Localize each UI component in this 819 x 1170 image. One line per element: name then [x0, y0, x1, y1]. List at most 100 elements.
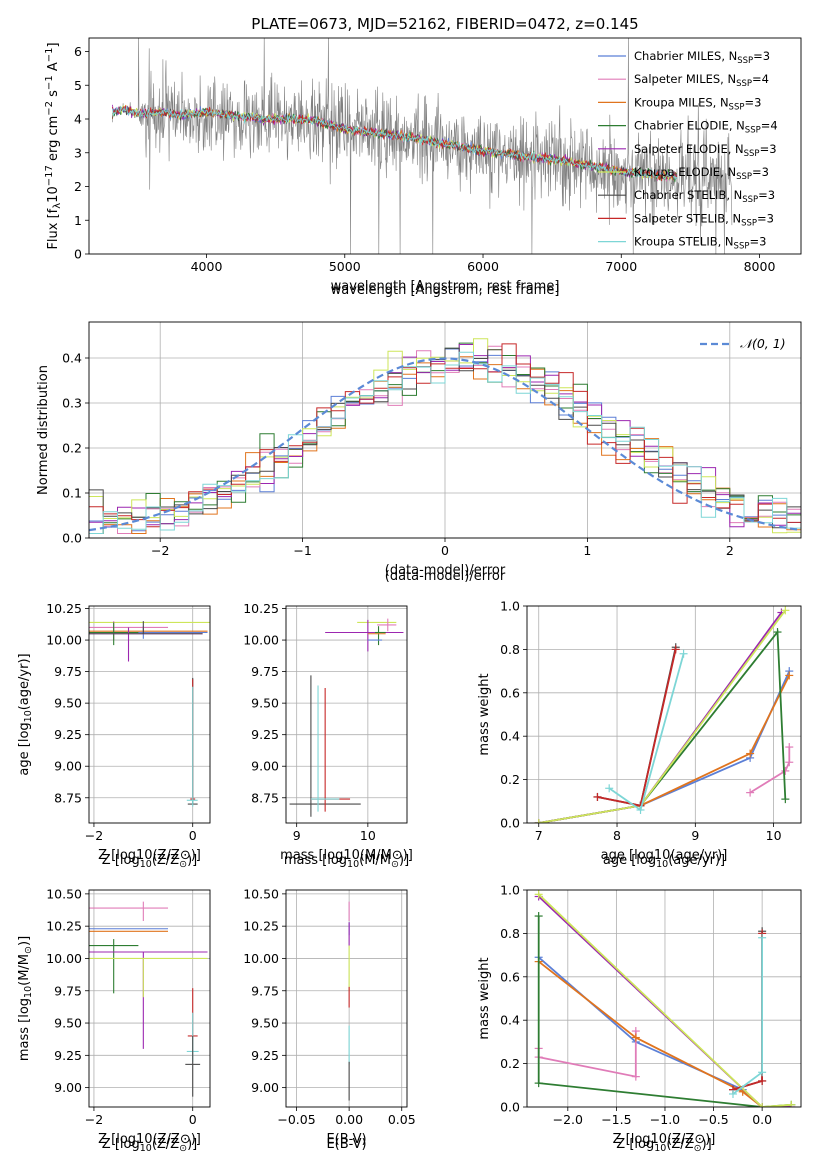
data-point-chabrier-elodie — [773, 628, 782, 637]
y-tick-label: 0.6 — [500, 685, 520, 700]
label-part: Chabrier ELODIE, N — [634, 119, 745, 133]
y-tick-label: 10.00 — [243, 633, 279, 648]
y-tick-label: 0.8 — [500, 642, 520, 657]
label-part: =3 — [760, 142, 777, 156]
plot-area — [112, 38, 733, 254]
label-part: Z/Z — [671, 1137, 693, 1152]
axes-frame — [88, 889, 211, 1108]
label-part: s — [46, 90, 61, 101]
x-axis-label: age [log10(age/yr)] — [601, 848, 728, 863]
plot-area — [89, 338, 801, 534]
x-axis-label: Z [log10(Z/Z⊙)] — [98, 848, 201, 863]
series-line-kroupa-elodie — [538, 893, 792, 1107]
label-part: 10 — [140, 859, 152, 870]
x-tick-label: 2 — [726, 543, 734, 558]
x-axis-label: Z [log10(Z/Z⊙)] — [102, 1137, 197, 1154]
series-line-chabrier-stelib — [732, 931, 763, 1091]
label-part: )] — [17, 936, 32, 946]
x-tick-label: 0 — [189, 828, 197, 843]
label-part: (M/M — [359, 853, 391, 868]
x-tick-label: 0.0 — [752, 1112, 772, 1127]
data-point-salpeter-miles — [785, 758, 794, 767]
data-point-kroupa-elodie — [787, 1100, 796, 1107]
data-point-salpeter-miles — [631, 1072, 640, 1081]
plot-area — [534, 890, 796, 1107]
label-part: ( — [666, 1137, 671, 1152]
x-tick-label: 5000 — [329, 259, 361, 274]
data-point-kroupa-stelib — [758, 1068, 767, 1077]
spectrum-panel: 4000 5000 6000 7000 8000 0 1 2 3 4 5 6 wavelength [A… — [44, 15, 802, 298]
axes-frame — [526, 605, 802, 824]
label-part: 10 — [654, 1143, 666, 1154]
label-part: Z [log — [102, 1137, 140, 1152]
label-part: age [log — [603, 853, 656, 868]
histogram-kroupa-stelib — [89, 351, 801, 534]
x-tick-label: 9 — [293, 828, 301, 843]
residuals-panel: −2 −1 0 1 2 0.0 0.1 0.2 0.3 0.4 (data-model)/error… — [36, 321, 802, 584]
y-tick-label: 9.00 — [251, 1080, 279, 1095]
data-point-kroupa-elodie — [534, 890, 543, 899]
label-part: SSP — [744, 149, 760, 159]
histogram-chabrier-stelib — [89, 347, 801, 529]
y-tick-label: 8.75 — [54, 790, 82, 805]
model-spectrum-salpeter-stelib — [112, 105, 677, 182]
label-part: −17 — [44, 165, 55, 186]
label-part: (age/yr)] — [668, 853, 725, 868]
x-tick-label: 0 — [189, 1112, 197, 1127]
y-tick-label: 0.2 — [500, 772, 520, 787]
x-tick-label: −2 — [85, 1112, 103, 1127]
mass-vs-metallicity-panel: −2 0 9.00 9.25 9.50 9.75 10.00 10.25 10.50 Z [log… — [17, 886, 211, 1154]
legend-entry: Chabrier MILES, NSSP=3 — [634, 49, 770, 66]
label-part: ] — [46, 42, 61, 47]
y-tick-label: 9.75 — [251, 983, 279, 998]
y-tick-label: 0 — [74, 247, 82, 262]
y-tick-label: 9.00 — [251, 759, 279, 774]
y-tick-label: 10.00 — [46, 951, 82, 966]
x-tick-label: 8 — [613, 828, 621, 843]
y-tick-label: 0.4 — [500, 1013, 520, 1028]
plot-area — [289, 618, 404, 817]
label-part: )] — [187, 853, 197, 868]
y-axis-label: Normed distribution — [36, 365, 51, 495]
data-point-chabrier-elodie — [534, 912, 543, 921]
y-tick-label: 9.50 — [54, 1016, 82, 1031]
y-tick-label: 0.8 — [500, 926, 520, 941]
axes-frame — [88, 605, 211, 824]
label-part: =3 — [753, 49, 770, 63]
data-point-kroupa-elodie — [534, 819, 543, 823]
data-point-salpeter-stelib — [758, 1076, 767, 1085]
x-tick-label: 7 — [535, 828, 543, 843]
label-part: SSP — [745, 126, 761, 136]
label-part: Kroupa MILES, N — [634, 95, 729, 109]
series-line-kroupa-stelib — [608, 653, 685, 812]
x-tick-label: 0.05 — [388, 1112, 416, 1127]
y-tick-label: 10.00 — [46, 633, 82, 648]
label-part: −1 — [44, 48, 55, 63]
y-tick-label: 9.50 — [251, 696, 279, 711]
label-part: SSP — [736, 79, 752, 89]
series-line-salpeter-miles — [749, 747, 791, 794]
x-tick-label: 10 — [766, 828, 782, 843]
mass-vs-ebv-panel: −0.05 0.00 0.05 9.00 9.25 9.50 9.75 10.00 10.25 1… — [243, 886, 415, 1152]
label-part: 10 — [140, 1143, 152, 1154]
x-axis-label: Z [log10(Z/Z⊙)] — [98, 1132, 201, 1147]
y-tick-label: 3 — [74, 145, 82, 160]
y-tick-label: 1.0 — [500, 599, 520, 614]
x-tick-label: −0.05 — [277, 1112, 315, 1127]
y-tick-label: 8.75 — [251, 790, 279, 805]
label-part: ⊙ — [694, 1143, 702, 1154]
label-part: −2 — [44, 101, 55, 116]
y-tick-label: 9.50 — [54, 696, 82, 711]
label-part: Chabrier MILES, N — [634, 49, 737, 63]
mass-weight-vs-metallicity-panel: −2.0 −1.5 −1.0 −0.5 0.0 0.0 0.2 0.4 0.6 0.8 1.0 Z [… — [477, 883, 802, 1154]
y-axis-label: mass weight — [477, 957, 492, 1039]
data-point-salpeter-stelib — [671, 645, 680, 654]
y-tick-label: 0.2 — [500, 1056, 520, 1071]
label-part: ⊙ — [23, 946, 34, 954]
series-line-kroupa-elodie — [538, 609, 787, 823]
data-point-kroupa-stelib — [679, 649, 688, 658]
x-axis-label: Z [log10(Z/Z⊙)] — [613, 1132, 716, 1147]
x-axis-label: Z [log10(Z/Z⊙)] — [616, 1137, 711, 1154]
axes-frame — [285, 889, 408, 1108]
